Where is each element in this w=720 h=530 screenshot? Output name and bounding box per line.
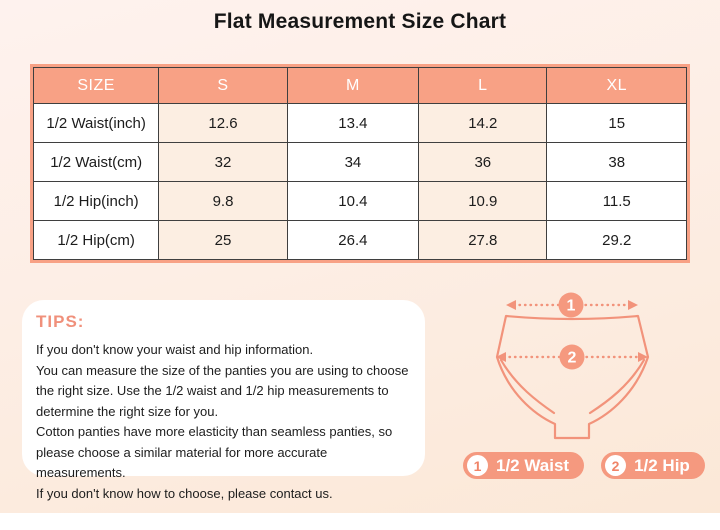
cell-value: 26.4 (286, 220, 420, 260)
cell-value: 14.2 (418, 103, 548, 143)
cell-value: 29.2 (546, 220, 687, 260)
hip-marker-number: 2 (568, 350, 577, 367)
hip-legend-number: 2 (605, 455, 627, 476)
panties-measurement-diagram: 1 2 (495, 292, 650, 440)
tips-panel: TIPS: If you don't know your waist and h… (22, 300, 425, 501)
col-header-size: SIZE (32, 67, 160, 104)
cell-value: 13.4 (286, 103, 420, 143)
tips-text: If you don't know your waist and hip inf… (36, 340, 411, 504)
page-title: Flat Measurement Size Chart (213, 10, 507, 33)
cell-value: 25 (158, 220, 288, 260)
hip-legend-badge: 2 1/2 Hip (601, 452, 705, 479)
cell-value: 32 (158, 142, 288, 182)
panties-outline-icon (495, 314, 650, 440)
tips-line: You can measure the size of the panties … (36, 362, 409, 419)
cell-value: 10.9 (418, 181, 548, 221)
table-row: 1/2 Hip(cm) 25 26.4 27.8 29.2 (32, 220, 687, 260)
waist-legend-label: 1/2 Waist (496, 455, 570, 475)
table-row: 1/2 Hip(inch) 9.8 10.4 10.9 11.5 (32, 181, 687, 221)
cell-value: 38 (546, 142, 687, 182)
cell-value: 12.6 (158, 103, 288, 143)
cell-value: 9.8 (158, 181, 288, 221)
waist-marker-number: 1 (567, 298, 576, 315)
table-row: 1/2 Waist(cm) 32 34 36 38 (32, 142, 687, 182)
cell-value: 11.5 (546, 181, 687, 221)
tips-heading: TIPS: (36, 312, 85, 331)
col-header-s: S (158, 67, 288, 104)
cell-value: 36 (418, 142, 548, 182)
header-row: SIZE S M L XL (32, 67, 687, 104)
row-label: 1/2 Hip(inch) (32, 181, 160, 221)
col-header-l: L (418, 67, 548, 104)
waist-legend-number: 1 (467, 455, 488, 476)
cell-value: 15 (546, 103, 687, 143)
tips-line: Cotton panties have more elasticity than… (36, 424, 393, 481)
measurement-legend: 1 1/2 Waist 2 1/2 Hip (463, 452, 705, 479)
waist-legend-badge: 1 1/2 Waist (463, 452, 585, 479)
col-header-xl: XL (546, 67, 687, 104)
row-label: 1/2 Waist(cm) (32, 142, 160, 182)
cell-value: 34 (286, 142, 420, 182)
cell-value: 27.8 (418, 220, 548, 260)
col-header-m: M (286, 67, 420, 104)
hip-arrow: 2 (496, 344, 648, 370)
tips-line: If you don't know your waist and hip inf… (36, 342, 314, 357)
tips-line: If you don't know how to choose, please … (36, 485, 333, 501)
hip-legend-label: 1/2 Hip (634, 455, 690, 475)
row-label: 1/2 Hip(cm) (32, 220, 160, 260)
cell-value: 10.4 (286, 181, 420, 221)
waist-arrow: 1 (506, 292, 638, 318)
size-table-frame: SIZE S M L XL 1/2 Waist(inch) 12.6 13.4 … (30, 64, 690, 263)
row-label: 1/2 Waist(inch) (32, 103, 160, 143)
table-row: 1/2 Waist(inch) 12.6 13.4 14.2 15 (32, 103, 687, 143)
size-table: SIZE S M L XL 1/2 Waist(inch) 12.6 13.4 … (32, 67, 687, 260)
